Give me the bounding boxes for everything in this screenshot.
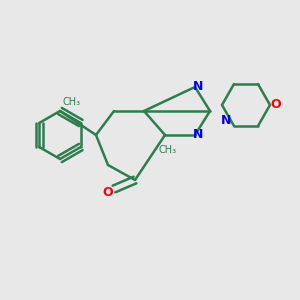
Text: O: O <box>271 98 281 112</box>
Text: N: N <box>193 80 203 94</box>
Text: N: N <box>221 113 232 127</box>
Text: CH₃: CH₃ <box>159 145 177 155</box>
Text: N: N <box>193 128 203 142</box>
Text: CH₃: CH₃ <box>63 97 81 107</box>
Text: O: O <box>103 185 113 199</box>
